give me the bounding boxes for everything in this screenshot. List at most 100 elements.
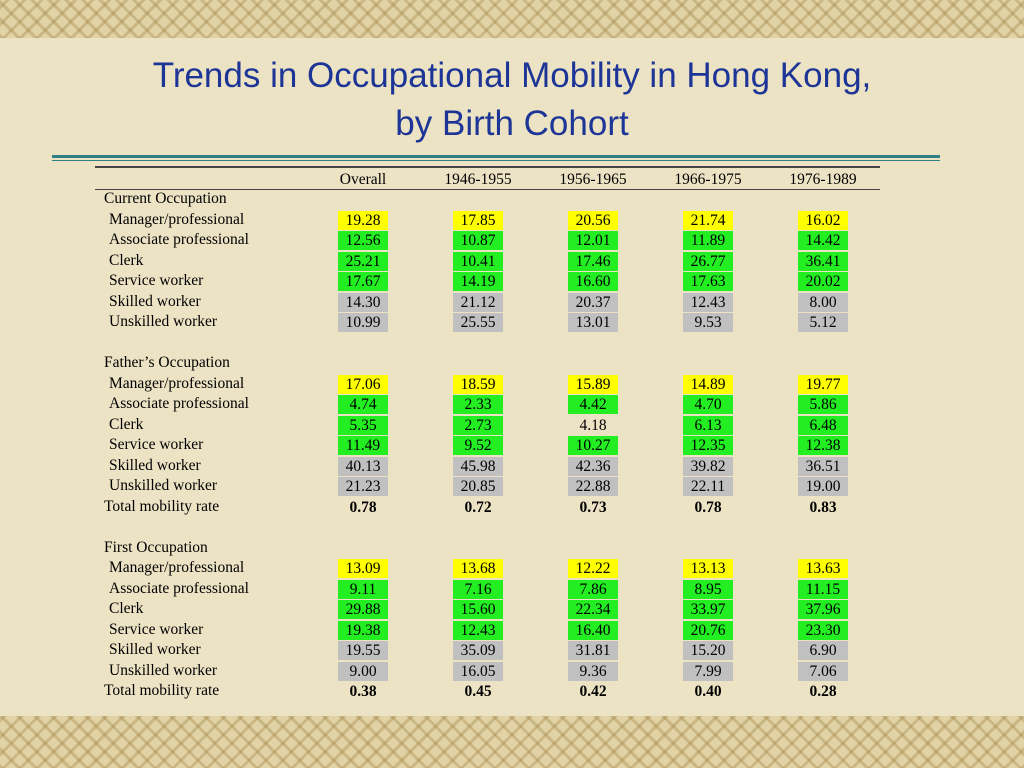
cell: 0.40 <box>694 683 722 700</box>
cell: 12.38 <box>798 436 848 455</box>
row-label: Skilled worker <box>109 456 201 474</box>
column-header: 1966-1975 <box>674 171 742 188</box>
cell: 21.12 <box>453 292 503 312</box>
cell: 13.68 <box>453 559 503 578</box>
cell: 12.01 <box>568 231 618 250</box>
cell: 17.63 <box>683 272 733 291</box>
cell: 0.78 <box>349 498 377 516</box>
column-header: Overall <box>339 171 387 188</box>
cell: 12.56 <box>338 231 388 250</box>
cell: 20.56 <box>568 210 618 230</box>
cell: 5.12 <box>798 313 848 332</box>
cell: 0.73 <box>579 498 607 516</box>
cell: 10.27 <box>568 436 618 455</box>
cell: 0.38 <box>349 683 377 700</box>
cell: 11.49 <box>338 436 388 455</box>
title: Trends in Occupational Mobility in Hong … <box>0 52 1024 148</box>
cell: 19.00 <box>798 477 848 496</box>
row-label: Unskilled worker <box>109 313 218 330</box>
cell: 6.48 <box>798 415 848 435</box>
cell: 10.99 <box>338 313 388 332</box>
cell: 0.83 <box>809 498 837 516</box>
row-label: Unskilled worker <box>109 477 218 494</box>
cell: 6.13 <box>683 415 733 435</box>
cell: 2.33 <box>453 395 503 414</box>
cell: 31.81 <box>568 641 618 660</box>
row-label: Service worker <box>109 620 204 638</box>
cell: 19.28 <box>338 210 388 230</box>
header-rule <box>95 189 880 190</box>
cell: 4.42 <box>568 395 618 414</box>
column-header: 1976-1989 <box>789 171 857 188</box>
divider <box>52 155 940 158</box>
cell: 11.89 <box>683 231 733 250</box>
cell: 12.35 <box>683 436 733 455</box>
cell: 42.36 <box>568 456 618 476</box>
cell: 21.23 <box>338 477 388 496</box>
cell: 13.01 <box>568 313 618 332</box>
cell: 7.16 <box>453 579 503 599</box>
cell: 0.42 <box>579 683 607 700</box>
cell: 39.82 <box>683 456 733 476</box>
row-label: Manager/professional <box>109 559 245 576</box>
cell: 17.46 <box>568 251 618 271</box>
cell: 17.85 <box>453 210 503 230</box>
row-label: Manager/professional <box>109 210 245 228</box>
row-label: Skilled worker <box>109 641 201 658</box>
cell: 22.34 <box>568 600 618 619</box>
row-label: Clerk <box>109 251 144 269</box>
divider <box>52 160 940 161</box>
row-label: Service worker <box>109 436 204 453</box>
cell: 17.67 <box>338 272 388 291</box>
cell: 8.95 <box>683 579 733 599</box>
row-label: Associate professional <box>109 395 249 412</box>
cell: 4.74 <box>338 395 388 414</box>
cell: 15.89 <box>568 374 618 394</box>
cell: 21.74 <box>683 210 733 230</box>
top-border <box>0 0 1024 38</box>
cell: 7.86 <box>568 579 618 599</box>
cell: 18.59 <box>453 374 503 394</box>
section-title: Father’s Occupation <box>104 354 230 371</box>
cell: 10.87 <box>453 231 503 250</box>
cell: 13.13 <box>683 559 733 578</box>
row-label: Total mobility rate <box>104 682 220 699</box>
cell: 45.98 <box>453 456 503 476</box>
column-header: 1946-1955 <box>444 171 512 188</box>
row-label: Manager/professional <box>109 374 245 392</box>
cell: 0.28 <box>809 683 837 700</box>
cell: 8.00 <box>798 292 848 312</box>
cell: 12.22 <box>568 559 618 578</box>
cell: 9.36 <box>568 661 618 681</box>
cell: 6.90 <box>798 641 848 660</box>
cell: 4.70 <box>683 395 733 414</box>
cell: 9.52 <box>453 436 503 455</box>
cell: 15.60 <box>453 600 503 619</box>
cell: 20.76 <box>683 620 733 640</box>
cell: 36.41 <box>798 251 848 271</box>
cell: 0.78 <box>694 498 722 516</box>
cell: 9.11 <box>338 579 388 599</box>
cell: 40.13 <box>338 456 388 476</box>
cell: 7.99 <box>683 661 733 681</box>
cell: 20.37 <box>568 292 618 312</box>
cell: 15.20 <box>683 641 733 660</box>
cell: 9.53 <box>683 313 733 332</box>
cell: 37.96 <box>798 600 848 619</box>
cell: 4.18 <box>579 416 607 434</box>
row-label: Skilled worker <box>109 292 201 310</box>
cell: 22.88 <box>568 477 618 496</box>
row-label: Unskilled worker <box>109 661 218 679</box>
cell: 36.51 <box>798 456 848 476</box>
cell: 23.30 <box>798 620 848 640</box>
cell: 12.43 <box>683 292 733 312</box>
cell: 0.72 <box>464 498 492 516</box>
section-title: First Occupation <box>104 538 208 556</box>
cell: 5.35 <box>338 415 388 435</box>
column-header: 1956-1965 <box>559 171 627 188</box>
cell: 14.89 <box>683 374 733 394</box>
row-label: Associate professional <box>109 231 249 248</box>
cell: 7.06 <box>798 661 848 681</box>
cell: 13.09 <box>338 559 388 578</box>
